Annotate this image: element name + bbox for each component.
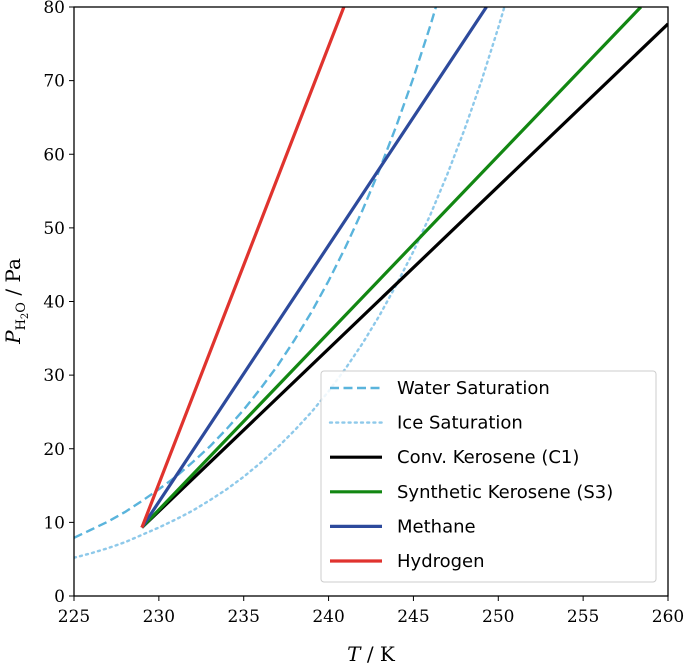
legend-label: Ice Saturation bbox=[397, 413, 523, 434]
x-tick-label: 255 bbox=[567, 607, 599, 627]
y-axis-title: PH2O / Pa bbox=[1, 258, 31, 345]
legend-label: Methane bbox=[397, 516, 476, 537]
legend-label: Hydrogen bbox=[397, 551, 485, 572]
x-tick-label: 250 bbox=[482, 607, 514, 627]
y-tick-label: 80 bbox=[43, 0, 65, 18]
legend-item-synthetic-kerosene-s3: Synthetic Kerosene (S3) bbox=[330, 482, 613, 503]
series-line-conv-kerosene-c1 bbox=[140, 22, 668, 529]
x-tick-label: 260 bbox=[652, 607, 684, 627]
y-tick-label: 0 bbox=[54, 587, 65, 607]
legend-item-water-saturation: Water Saturation bbox=[330, 378, 550, 399]
y-tick-label: 70 bbox=[43, 72, 65, 92]
x-tick-label: 225 bbox=[58, 607, 90, 627]
series-line-methane bbox=[140, 7, 488, 529]
x-tick-label: 245 bbox=[397, 607, 429, 627]
series-layer bbox=[74, 7, 668, 559]
legend-label: Conv. Kerosene (C1) bbox=[397, 447, 579, 468]
legend-item-ice-saturation: Ice Saturation bbox=[328, 413, 523, 434]
ticks-layer: 225 230 235 240 245 250 255 260 0 10 20 30 40 50 60 70 8… bbox=[43, 0, 684, 627]
y-tick-label: 30 bbox=[43, 366, 65, 386]
legend-item-hydrogen: Hydrogen bbox=[330, 551, 485, 572]
series-line-water-saturation bbox=[74, 7, 438, 539]
y-tick-label: 50 bbox=[43, 219, 65, 239]
x-tick-label: 230 bbox=[143, 607, 175, 627]
legend-box bbox=[320, 370, 657, 583]
y-tick-label: 10 bbox=[43, 513, 65, 533]
legend-label: Synthetic Kerosene (S3) bbox=[397, 482, 613, 503]
svg-text:PH2O / Pa: PH2O / Pa bbox=[1, 258, 31, 345]
series-line-hydrogen bbox=[140, 7, 346, 529]
y-tick-label: 40 bbox=[43, 293, 65, 313]
y-tick-label: 20 bbox=[43, 440, 65, 460]
legend-item-conv-kerosene-c1: Conv. Kerosene (C1) bbox=[330, 447, 579, 468]
x-tick-label: 235 bbox=[227, 607, 259, 627]
legend-item-methane: Methane bbox=[330, 516, 476, 537]
x-tick-label: 240 bbox=[312, 607, 344, 627]
legend-label: Water Saturation bbox=[397, 378, 550, 399]
legend: Water Saturation Ice Saturation Conv. Kero… bbox=[320, 370, 657, 583]
x-axis-title: T / K bbox=[347, 642, 396, 666]
y-tick-label: 60 bbox=[43, 145, 65, 165]
series-line-synthetic-kerosene-s3 bbox=[140, 7, 643, 529]
